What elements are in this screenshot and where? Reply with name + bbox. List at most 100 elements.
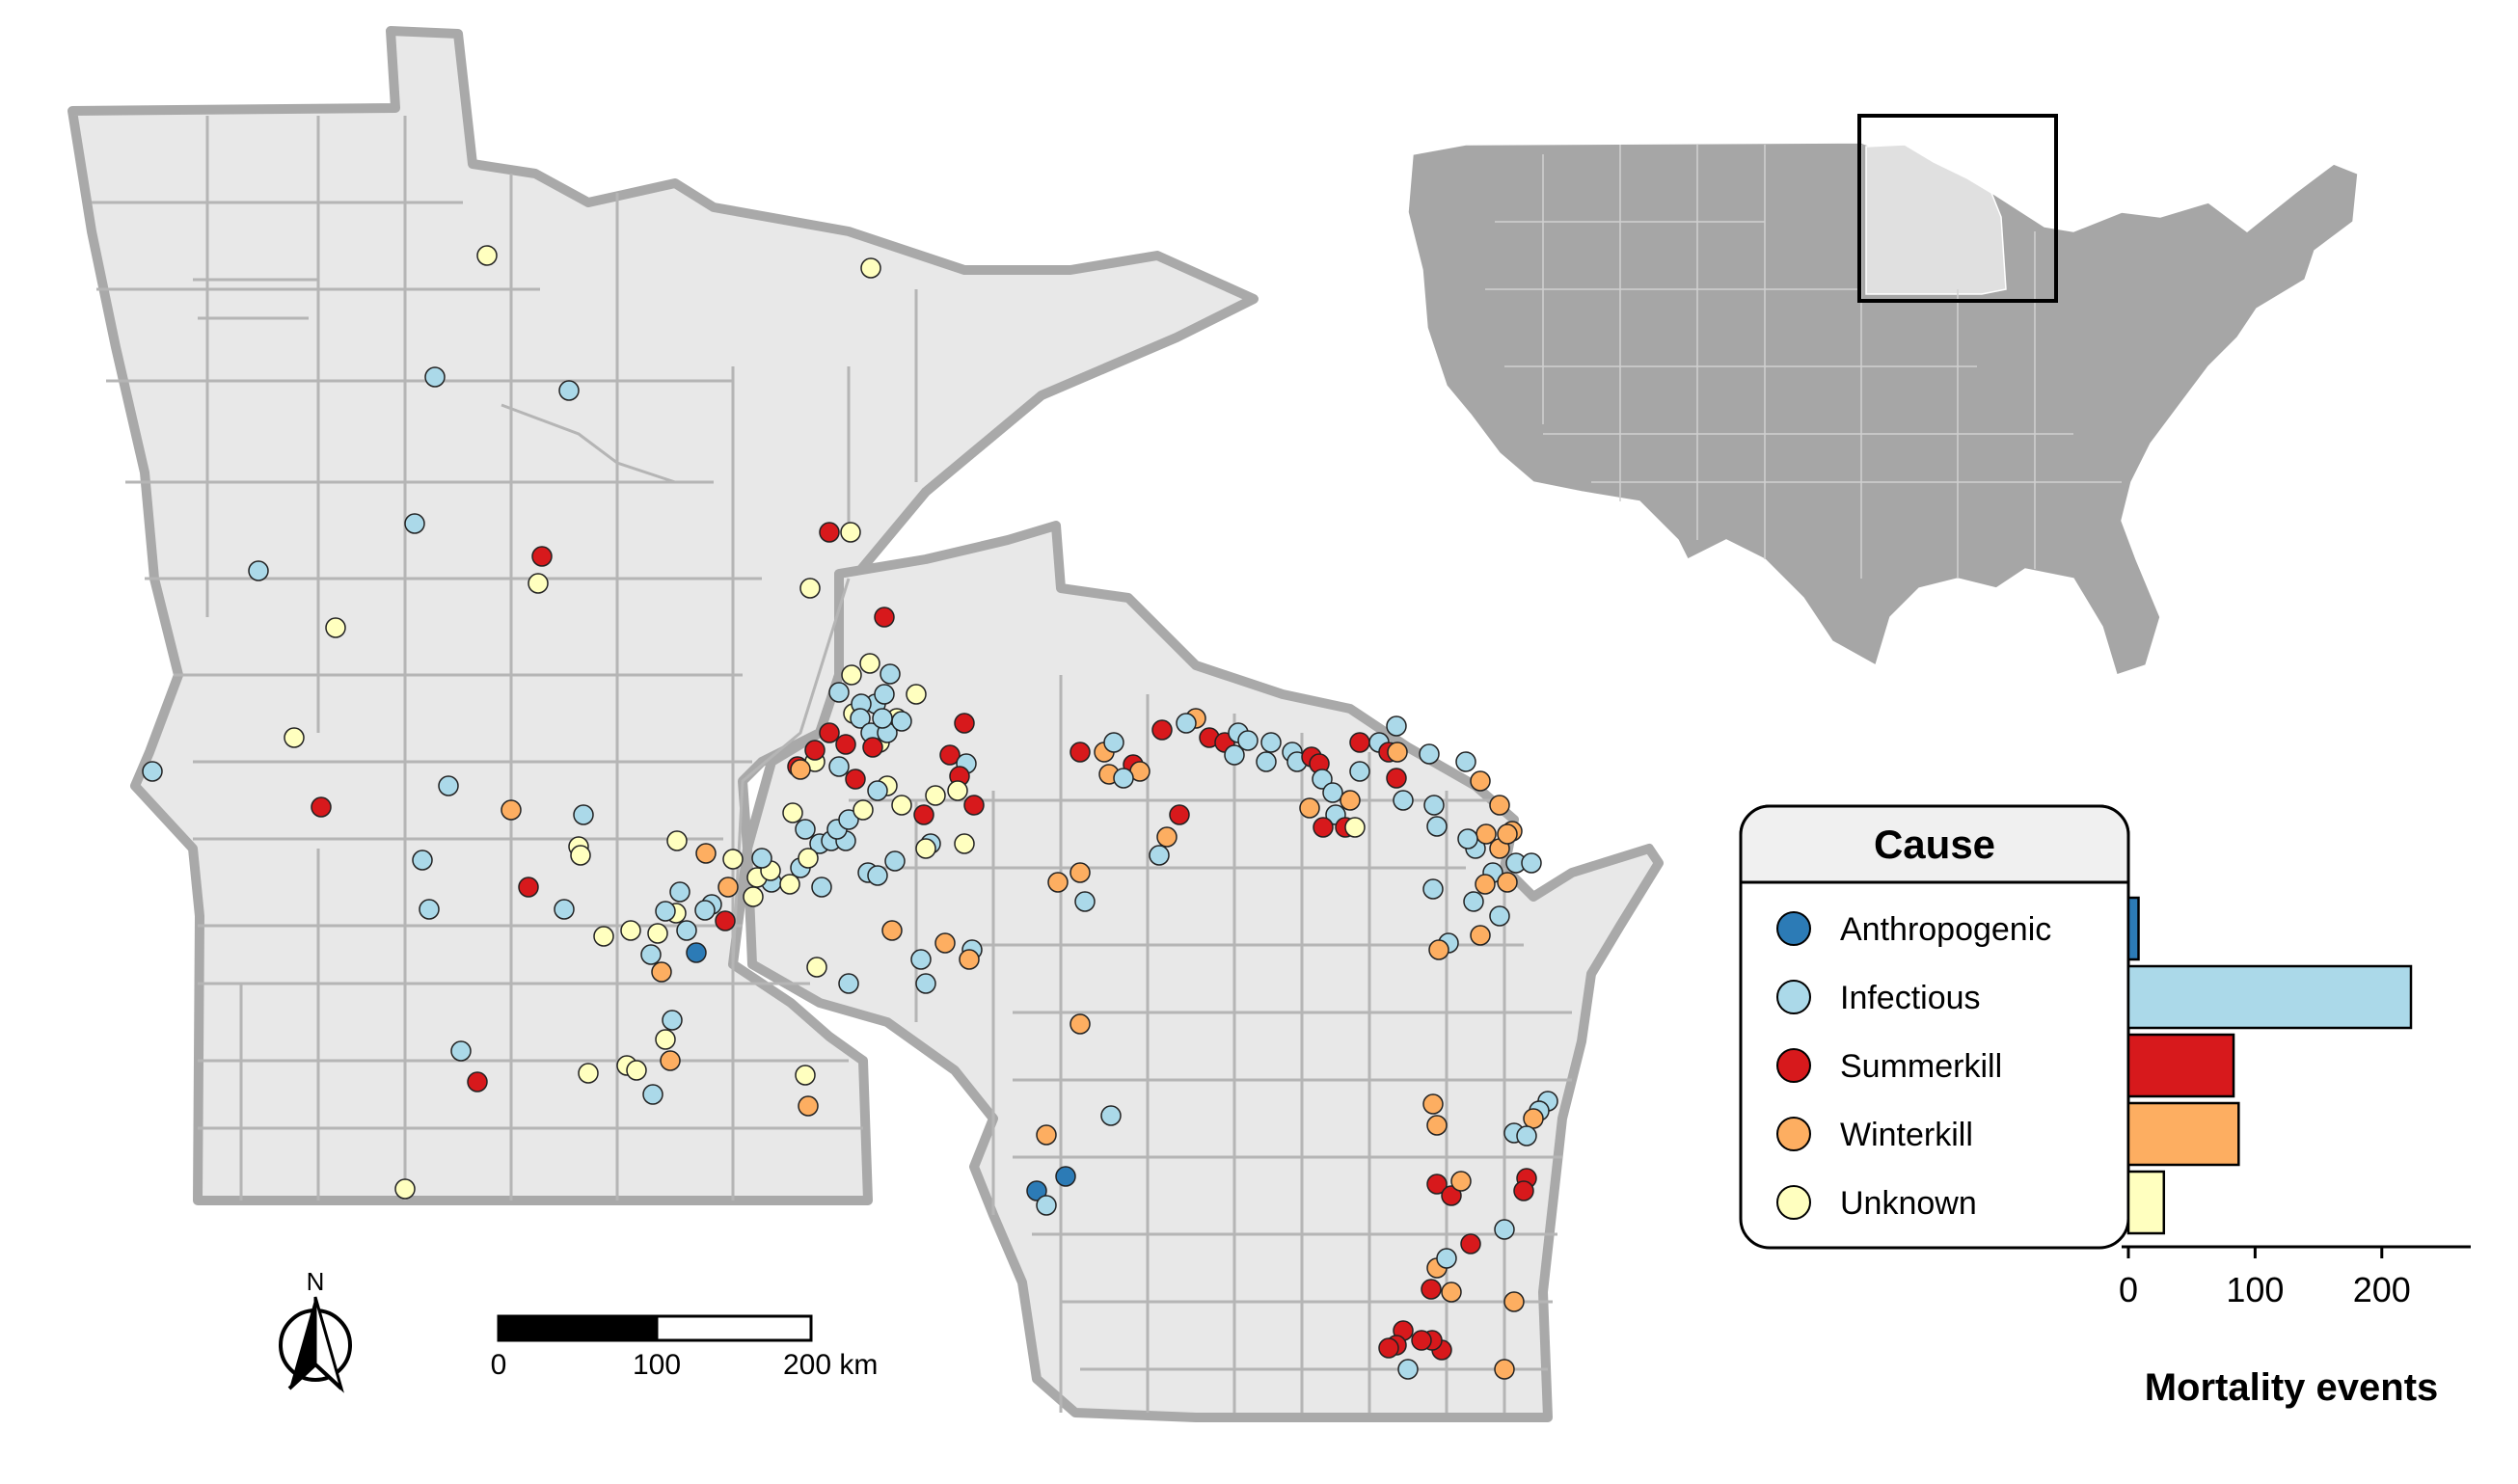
mortality-point <box>925 785 946 806</box>
us-inset-map <box>1407 114 2359 676</box>
mortality-point <box>806 957 827 978</box>
mortality-point <box>722 849 744 870</box>
mortality-point <box>1397 1359 1419 1380</box>
mortality-point <box>751 848 772 869</box>
x-tick-label-200: 200 <box>2353 1270 2411 1309</box>
mortality-point <box>790 759 811 780</box>
mortality-point <box>1421 1279 1442 1300</box>
mortality-point <box>642 1084 663 1105</box>
north-arrow: N <box>279 1267 352 1393</box>
st-croix-river <box>731 578 851 965</box>
scale-label-0: 0 <box>491 1349 507 1381</box>
mortality-point <box>676 920 697 941</box>
mortality-point <box>1450 1171 1472 1192</box>
mortality-point <box>1344 817 1366 838</box>
x-tick-label-100: 100 <box>2226 1270 2284 1309</box>
bar-anthropogenic <box>2126 896 2140 961</box>
mortality-point <box>1378 1337 1399 1359</box>
legend-label-winterkill: Winterkill <box>1840 1117 1973 1153</box>
mortality-point <box>891 795 912 816</box>
mortality-point <box>798 848 819 869</box>
legend-key-unknown <box>1776 1185 1811 1220</box>
mortality-point <box>501 799 522 821</box>
mortality-point <box>651 961 672 983</box>
legend-key-anthropogenic <box>1776 911 1811 946</box>
mortality-point <box>910 949 932 970</box>
mortality-point <box>1497 872 1518 893</box>
mortality-point <box>850 708 871 729</box>
mortality-point <box>828 682 850 703</box>
mortality-point <box>819 722 840 743</box>
mortality-point <box>1426 1174 1448 1195</box>
mortality-point <box>1069 862 1091 883</box>
mortality-point <box>715 910 736 931</box>
mortality-point <box>1455 751 1476 772</box>
mortality-point <box>947 780 968 801</box>
mortality-point <box>1441 1282 1462 1303</box>
mortality-point <box>1497 823 1518 845</box>
mortality-point <box>1422 1093 1444 1115</box>
mortality-point <box>838 809 859 830</box>
mortality-point <box>915 973 936 994</box>
mortality-point <box>804 740 826 761</box>
legend-label-infectious: Infectious <box>1840 980 1981 1016</box>
inset-frame <box>1857 114 2058 303</box>
mortality-point <box>1036 1195 1057 1216</box>
mortality-point <box>1237 730 1259 751</box>
mortality-point <box>880 663 901 685</box>
mortality-point <box>662 1010 683 1031</box>
mortality-point <box>531 546 553 567</box>
mortality-point <box>284 727 305 748</box>
mortality-point <box>1149 845 1170 866</box>
legend-key-infectious <box>1776 980 1811 1014</box>
mortality-point <box>1393 790 1414 811</box>
bar-summerkill <box>2126 1033 2235 1098</box>
mortality-point <box>819 522 840 543</box>
mortality-point <box>1419 743 1440 765</box>
mortality-point <box>573 804 594 825</box>
mortality-point <box>743 886 764 907</box>
mortality-point <box>404 513 425 534</box>
mortality-point <box>1489 905 1510 927</box>
mortality-point <box>954 713 975 734</box>
mortality-point <box>1470 770 1491 792</box>
bar-chart: 0 100 200 Mortality events <box>2119 896 2471 1409</box>
mortality-point <box>891 711 912 732</box>
mn-wi-highlight <box>1865 144 2007 295</box>
mortality-point <box>424 366 446 388</box>
mortality-point <box>593 926 614 947</box>
mortality-point <box>860 257 881 279</box>
mortality-point <box>1260 732 1282 753</box>
mortality-point <box>1489 795 1510 816</box>
legend-key-summerkill <box>1776 1048 1811 1083</box>
mortality-point <box>915 838 936 859</box>
mortality-point <box>1426 1115 1448 1136</box>
mortality-point <box>669 881 690 903</box>
main-map <box>68 26 1664 1422</box>
mortality-point <box>1422 878 1444 900</box>
mortality-point <box>1423 795 1445 816</box>
mortality-point <box>1026 1180 1047 1201</box>
mortality-point <box>954 833 975 854</box>
mortality-point <box>647 923 668 944</box>
mortality-point <box>906 684 927 705</box>
mortality-point <box>1516 1125 1537 1147</box>
mortality-point <box>1156 826 1178 848</box>
mortality-point <box>394 1178 416 1200</box>
mortality-point <box>419 899 440 920</box>
mortality-point <box>913 804 934 825</box>
mortality-point <box>1411 1330 1432 1351</box>
mortality-point <box>1521 852 1542 874</box>
mortality-point <box>1256 751 1277 772</box>
mortality-point <box>142 761 163 782</box>
mortality-point <box>1513 1180 1534 1201</box>
mortality-point <box>1494 1219 1515 1240</box>
mortality-point <box>1069 1013 1091 1035</box>
mortality-point <box>798 1095 819 1117</box>
mortality-point <box>1349 732 1370 753</box>
mortality-point <box>811 877 832 898</box>
mortality-point <box>1322 782 1343 803</box>
mortality-point <box>1386 715 1407 737</box>
mortality-point <box>686 942 707 963</box>
mortality-point <box>841 664 862 686</box>
